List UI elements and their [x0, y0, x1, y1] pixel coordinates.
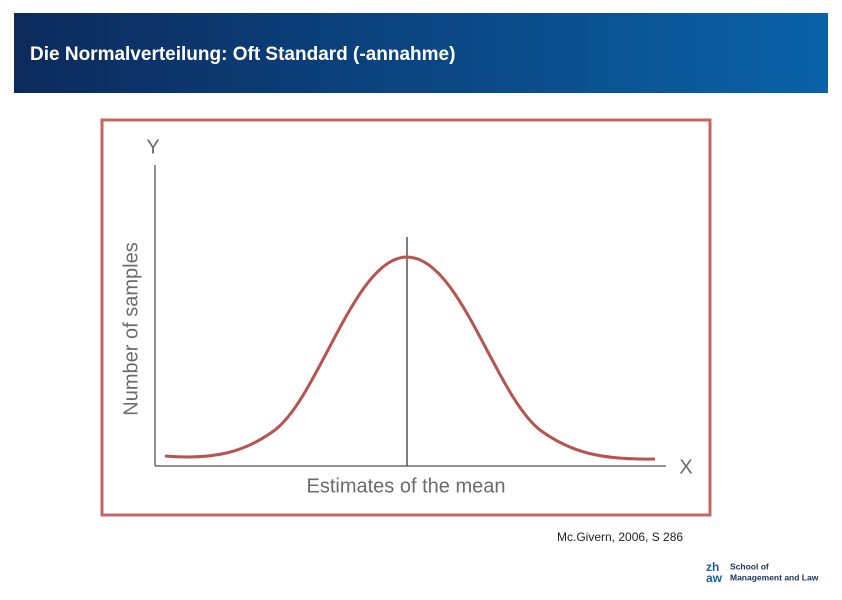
slide-title: Die Normalverteilung: Oft Standard (-ann…: [30, 44, 455, 65]
x-label: Estimates of the mean: [307, 475, 506, 497]
normal-curve: [164, 255, 656, 461]
logo-text: Management and Law: [730, 572, 819, 582]
logo-mark: zh: [706, 560, 719, 574]
citation: Mc.Givern, 2006, S 286: [557, 530, 683, 544]
y-letter: Y: [146, 136, 159, 158]
logo-mark: aw: [706, 571, 723, 585]
figure-frame: [100, 118, 712, 517]
x-letter: X: [679, 456, 692, 478]
y-label: Number of samples: [120, 242, 142, 415]
logo-text: School of: [730, 561, 769, 571]
header-bar: [14, 13, 828, 93]
